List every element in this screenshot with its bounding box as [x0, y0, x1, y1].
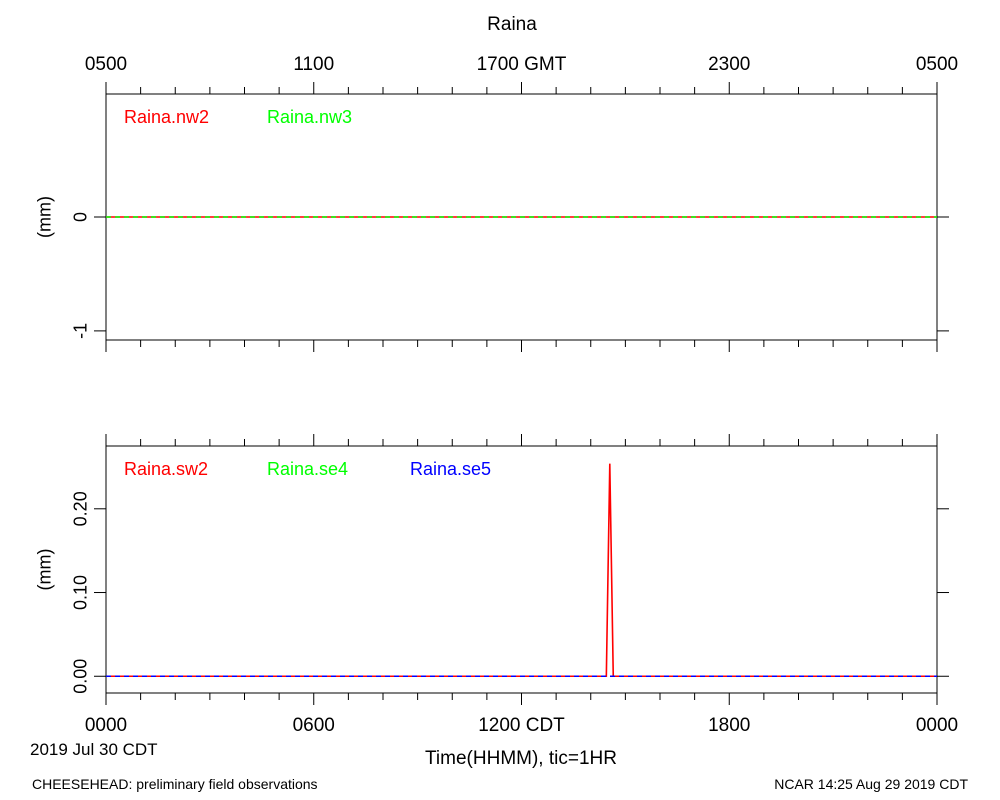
bottom-axis-label: 0000: [85, 715, 127, 736]
legend-entry-Raina-se4: Raina.se4: [267, 459, 348, 479]
y-tick-label: 0.10: [70, 575, 90, 610]
top-axis-label: 1700 GMT: [477, 54, 567, 75]
x-axis-label: Time(HHMM), tic=1HR: [425, 748, 617, 769]
date-label: 2019 Jul 30 CDT: [30, 740, 158, 759]
top-axis-label: 1100: [293, 54, 334, 75]
bottom-time-axis-cdt: 0000 0600 1200 CDT 1800 0000: [85, 715, 958, 736]
footer-right: NCAR 14:25 Aug 29 2019 CDT: [774, 776, 968, 792]
bottom-axis-label: 1200 CDT: [478, 715, 565, 736]
bottom-axis-label: 0000: [916, 715, 958, 736]
y-tick-label: 0.00: [70, 659, 90, 694]
footer-left: CHEESEHEAD: preliminary field observatio…: [32, 776, 318, 792]
legend-entry-Raina-se5: Raina.se5: [410, 459, 491, 479]
legend-entry-Raina-nw2: Raina.nw2: [124, 107, 209, 127]
y-tick-label: 0: [70, 212, 90, 222]
top-axis-label: 2300: [708, 54, 750, 75]
legend-entry-Raina-nw3: Raina.nw3: [267, 107, 352, 127]
top-panel: -1 0 (mm) Raina.nw2 Raina.nw3: [34, 82, 949, 352]
y-axis-label: (mm): [34, 196, 54, 238]
y-axis-label: (mm): [34, 549, 54, 591]
top-axis-label: 0500: [916, 54, 958, 75]
top-time-axis-gmt: 0500 1100 1700 GMT 2300 0500: [85, 54, 958, 75]
top-axis-label: 0500: [85, 54, 127, 75]
y-tick-label: 0.20: [70, 491, 90, 526]
plot-frame: [105, 445, 938, 694]
bottom-panel: 0.00 0.10 0.20 (mm) Raina.sw2 Raina.se4 Raina.…: [34, 434, 949, 705]
chart-title: Raina: [487, 14, 537, 35]
series-line-Raina-sw2: [106, 463, 937, 678]
bottom-axis-label: 0600: [293, 715, 335, 736]
legend-entry-Raina-sw2: Raina.sw2: [124, 459, 208, 479]
bottom-axis-label: 1800: [708, 715, 750, 736]
y-tick-label: -1: [70, 323, 90, 339]
